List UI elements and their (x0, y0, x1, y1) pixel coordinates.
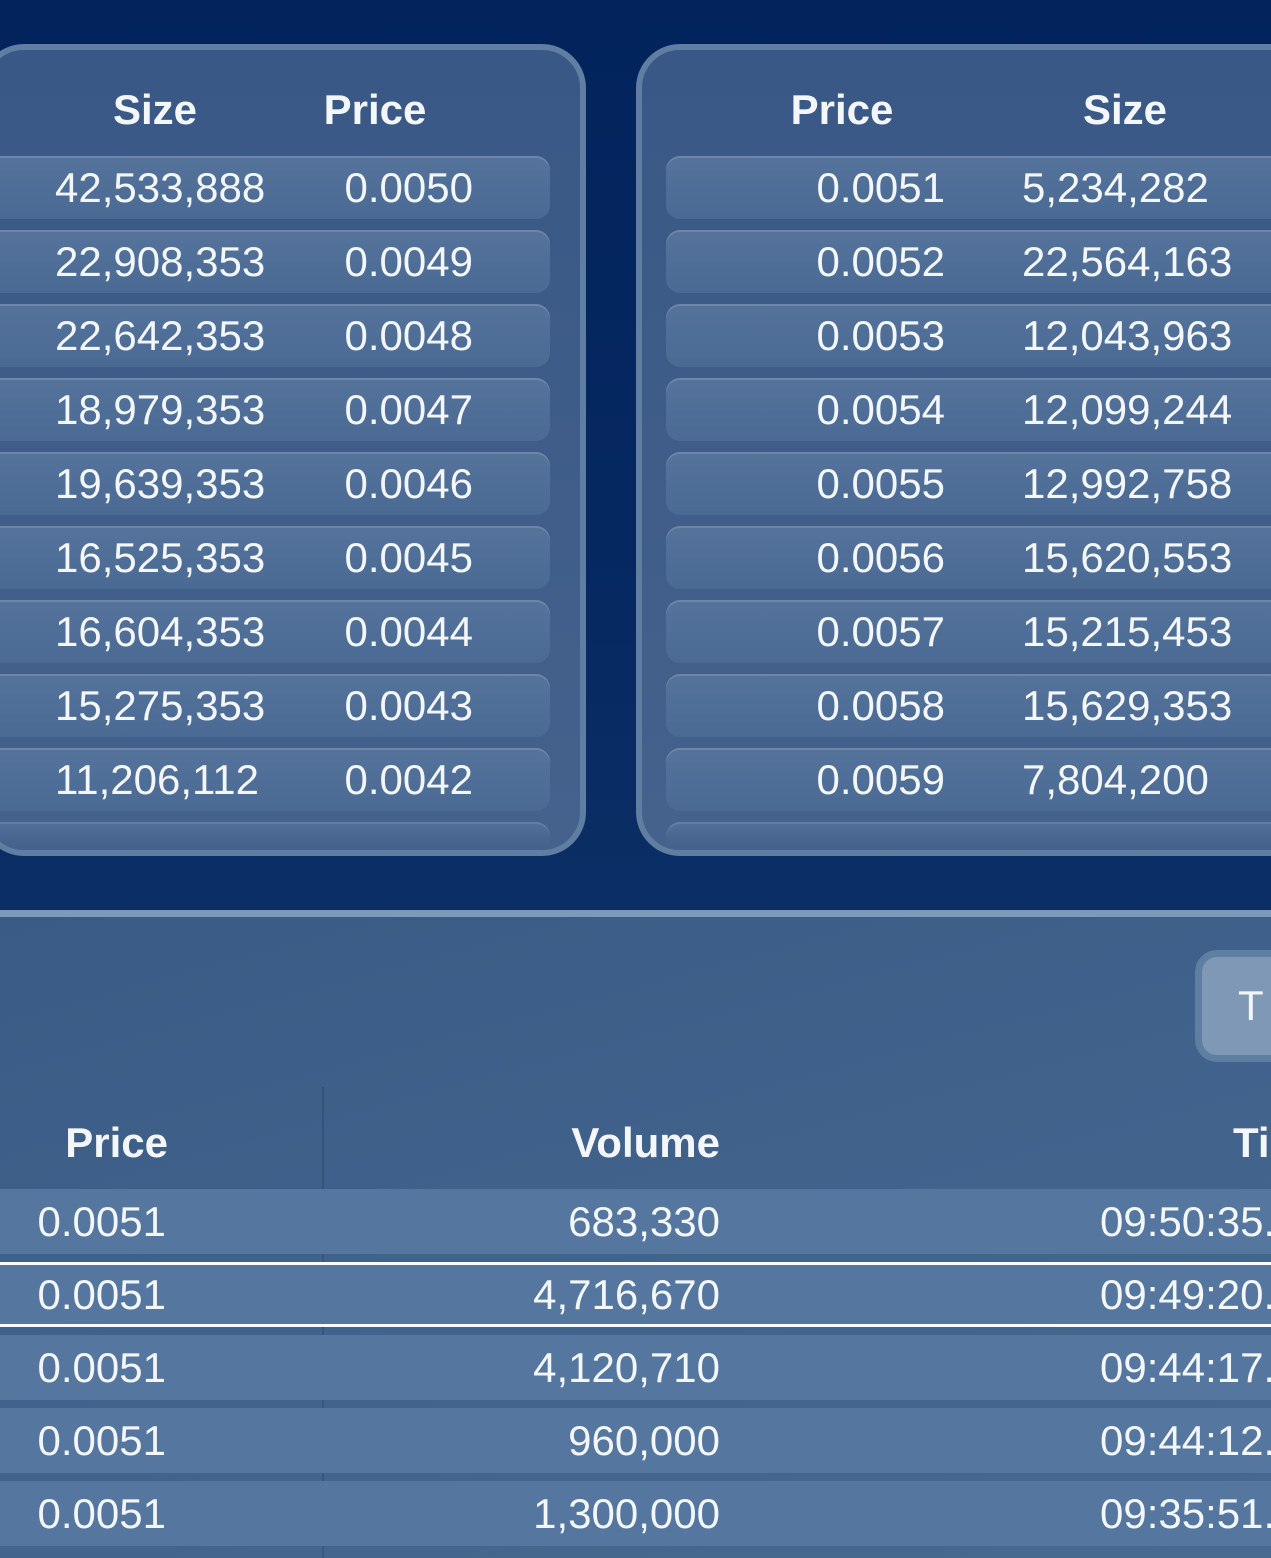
ask-price: 0.0052 (816, 238, 945, 285)
ask-row[interactable]: 0.0054 12,099,244 (666, 378, 1271, 441)
ask-size: 22,564,163 (1022, 238, 1233, 285)
trade-row: 0.0051 960,000 09:44:12. (0, 1408, 1271, 1473)
order-book-asks-panel: Price Size 0.0051 5,234,282 0.0052 22,56… (636, 44, 1271, 856)
bid-size: 15,275,353 (55, 682, 266, 729)
bid-price: 0.0045 (344, 534, 473, 581)
trade-time: 09:50:35. (1100, 1198, 1271, 1245)
asks-size-header: Size (1082, 86, 1168, 133)
trade-volume: 4,716,670 (533, 1271, 720, 1318)
trades-tab-button[interactable]: T (1195, 950, 1271, 1062)
bid-row[interactable]: 11,206,112 0.0042 (0, 748, 550, 811)
ask-size: 15,620,553 (1022, 534, 1233, 581)
trade-volume: 1,300,000 (533, 1490, 720, 1537)
ask-row[interactable]: 0.0058 15,629,353 (666, 674, 1271, 737)
trade-price: 0.0051 (37, 1198, 166, 1245)
trades-tab-button-label: T (1238, 982, 1264, 1029)
bid-row[interactable]: 19,639,353 0.0046 (0, 452, 550, 515)
trade-row: 0.0051 683,330 09:50:35. (0, 1189, 1271, 1254)
trades-section: T Price Volume Ti 0.0051 683,330 09:50:3… (0, 910, 1271, 1558)
ask-row[interactable]: 0.0056 15,620,553 (666, 526, 1271, 589)
trade-price: 0.0051 (37, 1344, 166, 1391)
trade-price: 0.0051 (37, 1271, 166, 1318)
bid-price: 0.0042 (344, 756, 473, 803)
ask-size: 12,043,963 (1022, 312, 1233, 359)
bid-row[interactable]: 42,533,888 0.0050 (0, 156, 550, 219)
ask-size: 15,629,353 (1022, 682, 1233, 729)
bid-price: 0.0047 (344, 386, 473, 433)
bid-row[interactable]: 18,979,353 0.0047 (0, 378, 550, 441)
ask-row[interactable]: 0.0057 15,215,453 (666, 600, 1271, 663)
bids-size-header: Size (112, 86, 198, 133)
bids-price-header: Price (323, 86, 427, 133)
trade-price: 0.0051 (37, 1417, 166, 1464)
trade-time: 09:49:20. (1100, 1271, 1271, 1318)
bid-size: 19,639,353 (55, 460, 266, 507)
trade-row: 0.0051 1,300,000 09:35:51. (0, 1481, 1271, 1546)
bid-size: 22,908,353 (55, 238, 266, 285)
ask-row[interactable]: 0.0059 7,804,200 (666, 748, 1271, 811)
ask-size: 7,804,200 (1022, 756, 1209, 803)
bid-size: 42,533,888 (55, 164, 266, 211)
bid-price: 0.0044 (344, 608, 473, 655)
ask-row[interactable]: 0.0051 5,234,282 (666, 156, 1271, 219)
ask-size: 12,992,758 (1022, 460, 1233, 507)
ask-row[interactable]: 0.0053 12,043,963 (666, 304, 1271, 367)
trades-time-header: Ti (1233, 1119, 1270, 1166)
ask-row-partial (666, 822, 1271, 850)
ask-row[interactable]: 0.0055 12,992,758 (666, 452, 1271, 515)
ask-price: 0.0051 (816, 164, 945, 211)
bid-row[interactable]: 22,908,353 0.0049 (0, 230, 550, 293)
ask-price: 0.0059 (816, 756, 945, 803)
trade-volume: 960,000 (568, 1417, 720, 1464)
trade-volume: 683,330 (568, 1198, 720, 1245)
bid-price: 0.0049 (344, 238, 473, 285)
bid-row[interactable]: 16,525,353 0.0045 (0, 526, 550, 589)
trades-price-header: Price (65, 1119, 168, 1166)
ask-price: 0.0058 (816, 682, 945, 729)
trade-time: 09:35:51. (1100, 1490, 1271, 1537)
bid-row[interactable]: 15,275,353 0.0043 (0, 674, 550, 737)
order-book-bids-panel: Size Price 42,533,888 0.0050 22,908,353 … (0, 44, 586, 856)
ask-price: 0.0056 (816, 534, 945, 581)
ask-size: 15,215,453 (1022, 608, 1233, 655)
trade-volume: 4,120,710 (533, 1344, 720, 1391)
bid-row[interactable]: 22,642,353 0.0048 (0, 304, 550, 367)
bid-size: 22,642,353 (55, 312, 266, 359)
trade-time: 09:44:17. (1100, 1344, 1271, 1391)
ask-size: 5,234,282 (1022, 164, 1209, 211)
ask-size: 12,099,244 (1022, 386, 1233, 433)
bid-size: 18,979,353 (55, 386, 266, 433)
bid-price: 0.0046 (344, 460, 473, 507)
trade-row: 0.0051 4,120,710 09:44:17. (0, 1335, 1271, 1400)
trade-row-highlighted: 0.0051 4,716,670 09:49:20. (0, 1262, 1271, 1327)
ask-row[interactable]: 0.0052 22,564,163 (666, 230, 1271, 293)
ask-price: 0.0054 (816, 386, 945, 433)
bid-size: 16,525,353 (55, 534, 266, 581)
bid-row[interactable]: 16,604,353 0.0044 (0, 600, 550, 663)
trades-volume-header: Volume (571, 1119, 720, 1166)
trade-time: 09:44:12. (1100, 1417, 1271, 1464)
ask-price: 0.0055 (816, 460, 945, 507)
ask-price: 0.0057 (816, 608, 945, 655)
trade-price: 0.0051 (37, 1490, 166, 1537)
bid-row-partial (0, 822, 550, 850)
bid-size: 16,604,353 (55, 608, 266, 655)
ask-price: 0.0053 (816, 312, 945, 359)
bid-price: 0.0050 (344, 164, 473, 211)
bid-price: 0.0048 (344, 312, 473, 359)
bid-price: 0.0043 (344, 682, 473, 729)
asks-price-header: Price (790, 86, 894, 133)
bid-size: 11,206,112 (55, 756, 259, 803)
